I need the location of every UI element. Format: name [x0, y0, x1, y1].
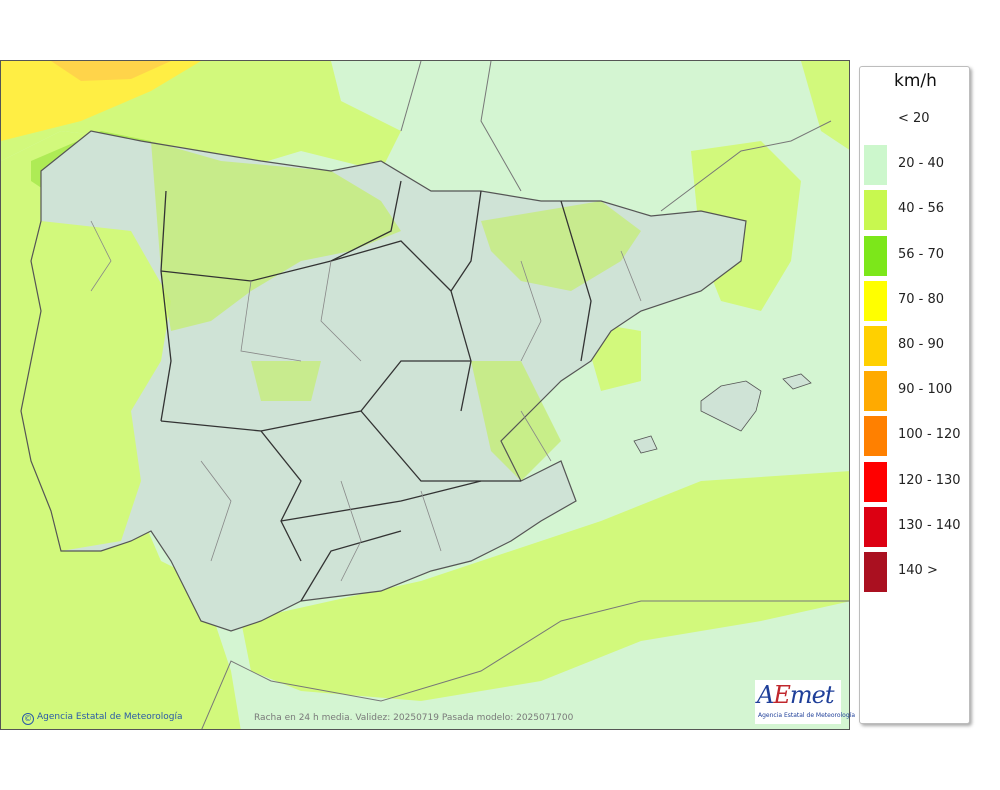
zone-80-90-northwest [51, 61, 171, 81]
legend-swatch [864, 461, 887, 502]
logo-subtitle: Agencia Estatal de Meteorología [758, 712, 855, 719]
legend-item: 20 - 40 [864, 145, 968, 186]
east-interior-40-56 [471, 361, 561, 481]
legend-item: 120 - 130 [864, 461, 968, 502]
menorca [782, 373, 812, 390]
copyright-text: Agencia Estatal de Meteorología [37, 712, 183, 722]
ebro-valley-40-56 [481, 201, 641, 291]
map-caption: Racha en 24 h media. Validez: 20250719 P… [254, 713, 574, 723]
zone-70-80-northwest [1, 61, 201, 141]
legend-label: 40 - 56 [898, 201, 945, 217]
zone-40-56-northeast [801, 61, 849, 150]
copyright-icon: © [22, 713, 34, 725]
france-coast-atlantic [400, 61, 422, 132]
wind-gust-map[interactable] [0, 60, 850, 730]
legend-swatch [864, 100, 887, 140]
legend-swatch [864, 280, 887, 321]
legend-item: 130 - 140 [864, 506, 968, 547]
legend-label: 70 - 80 [898, 291, 945, 307]
legend-item: 56 - 70 [864, 235, 968, 276]
central-40-56 [251, 361, 321, 401]
legend-item: 70 - 80 [864, 280, 968, 321]
legend-label: 140 > [898, 563, 938, 578]
legend-swatch [864, 371, 887, 412]
legend-item: 90 - 100 [864, 371, 968, 412]
legend-swatch [864, 506, 887, 547]
copyright-notice: © Agencia Estatal de Meteorología [22, 712, 183, 725]
legend-label: 90 - 100 [898, 382, 953, 398]
legend-label: 20 - 40 [898, 156, 945, 172]
mallorca [700, 380, 762, 432]
legend-item: 80 - 90 [864, 326, 968, 366]
aemet-logo[interactable]: AEmet Agencia Estatal de Meteorología [755, 680, 855, 724]
legend-swatch [864, 326, 887, 366]
peninsula-coastline [20, 130, 747, 632]
legend-swatch [864, 235, 887, 276]
legend-swatch [864, 552, 887, 592]
legend-item: 140 > [864, 552, 968, 592]
north-africa-coast [201, 600, 849, 729]
legend-swatch [864, 145, 887, 186]
legend-label: 130 - 140 [898, 517, 961, 533]
legend-item: 40 - 56 [864, 190, 968, 231]
legend-swatch [864, 190, 887, 231]
legend-panel: km/h < 20 20 - 40 40 - 56 56 - 70 70 - 80 80 … [859, 66, 970, 724]
logo-wordmark: AEmet [757, 681, 834, 709]
legend-label: 120 - 130 [898, 472, 961, 488]
zone-40-56-alboran [241, 471, 849, 701]
north-plateau-40-56 [151, 141, 401, 331]
legend-item: < 20 [864, 100, 968, 140]
ibiza [633, 435, 658, 454]
legend-label: 80 - 90 [898, 337, 945, 352]
map-canvas [1, 61, 849, 729]
legend-label: < 20 [898, 111, 930, 126]
portugal-40-56-zone [21, 221, 171, 551]
province-borders [90, 220, 642, 582]
legend-label: 100 - 120 [898, 427, 961, 443]
legend-unit: km/h [894, 71, 937, 91]
legend-swatch [864, 416, 887, 457]
legend-label: 56 - 70 [898, 246, 945, 262]
france-coast [480, 61, 832, 212]
legend-item: 100 - 120 [864, 416, 968, 457]
